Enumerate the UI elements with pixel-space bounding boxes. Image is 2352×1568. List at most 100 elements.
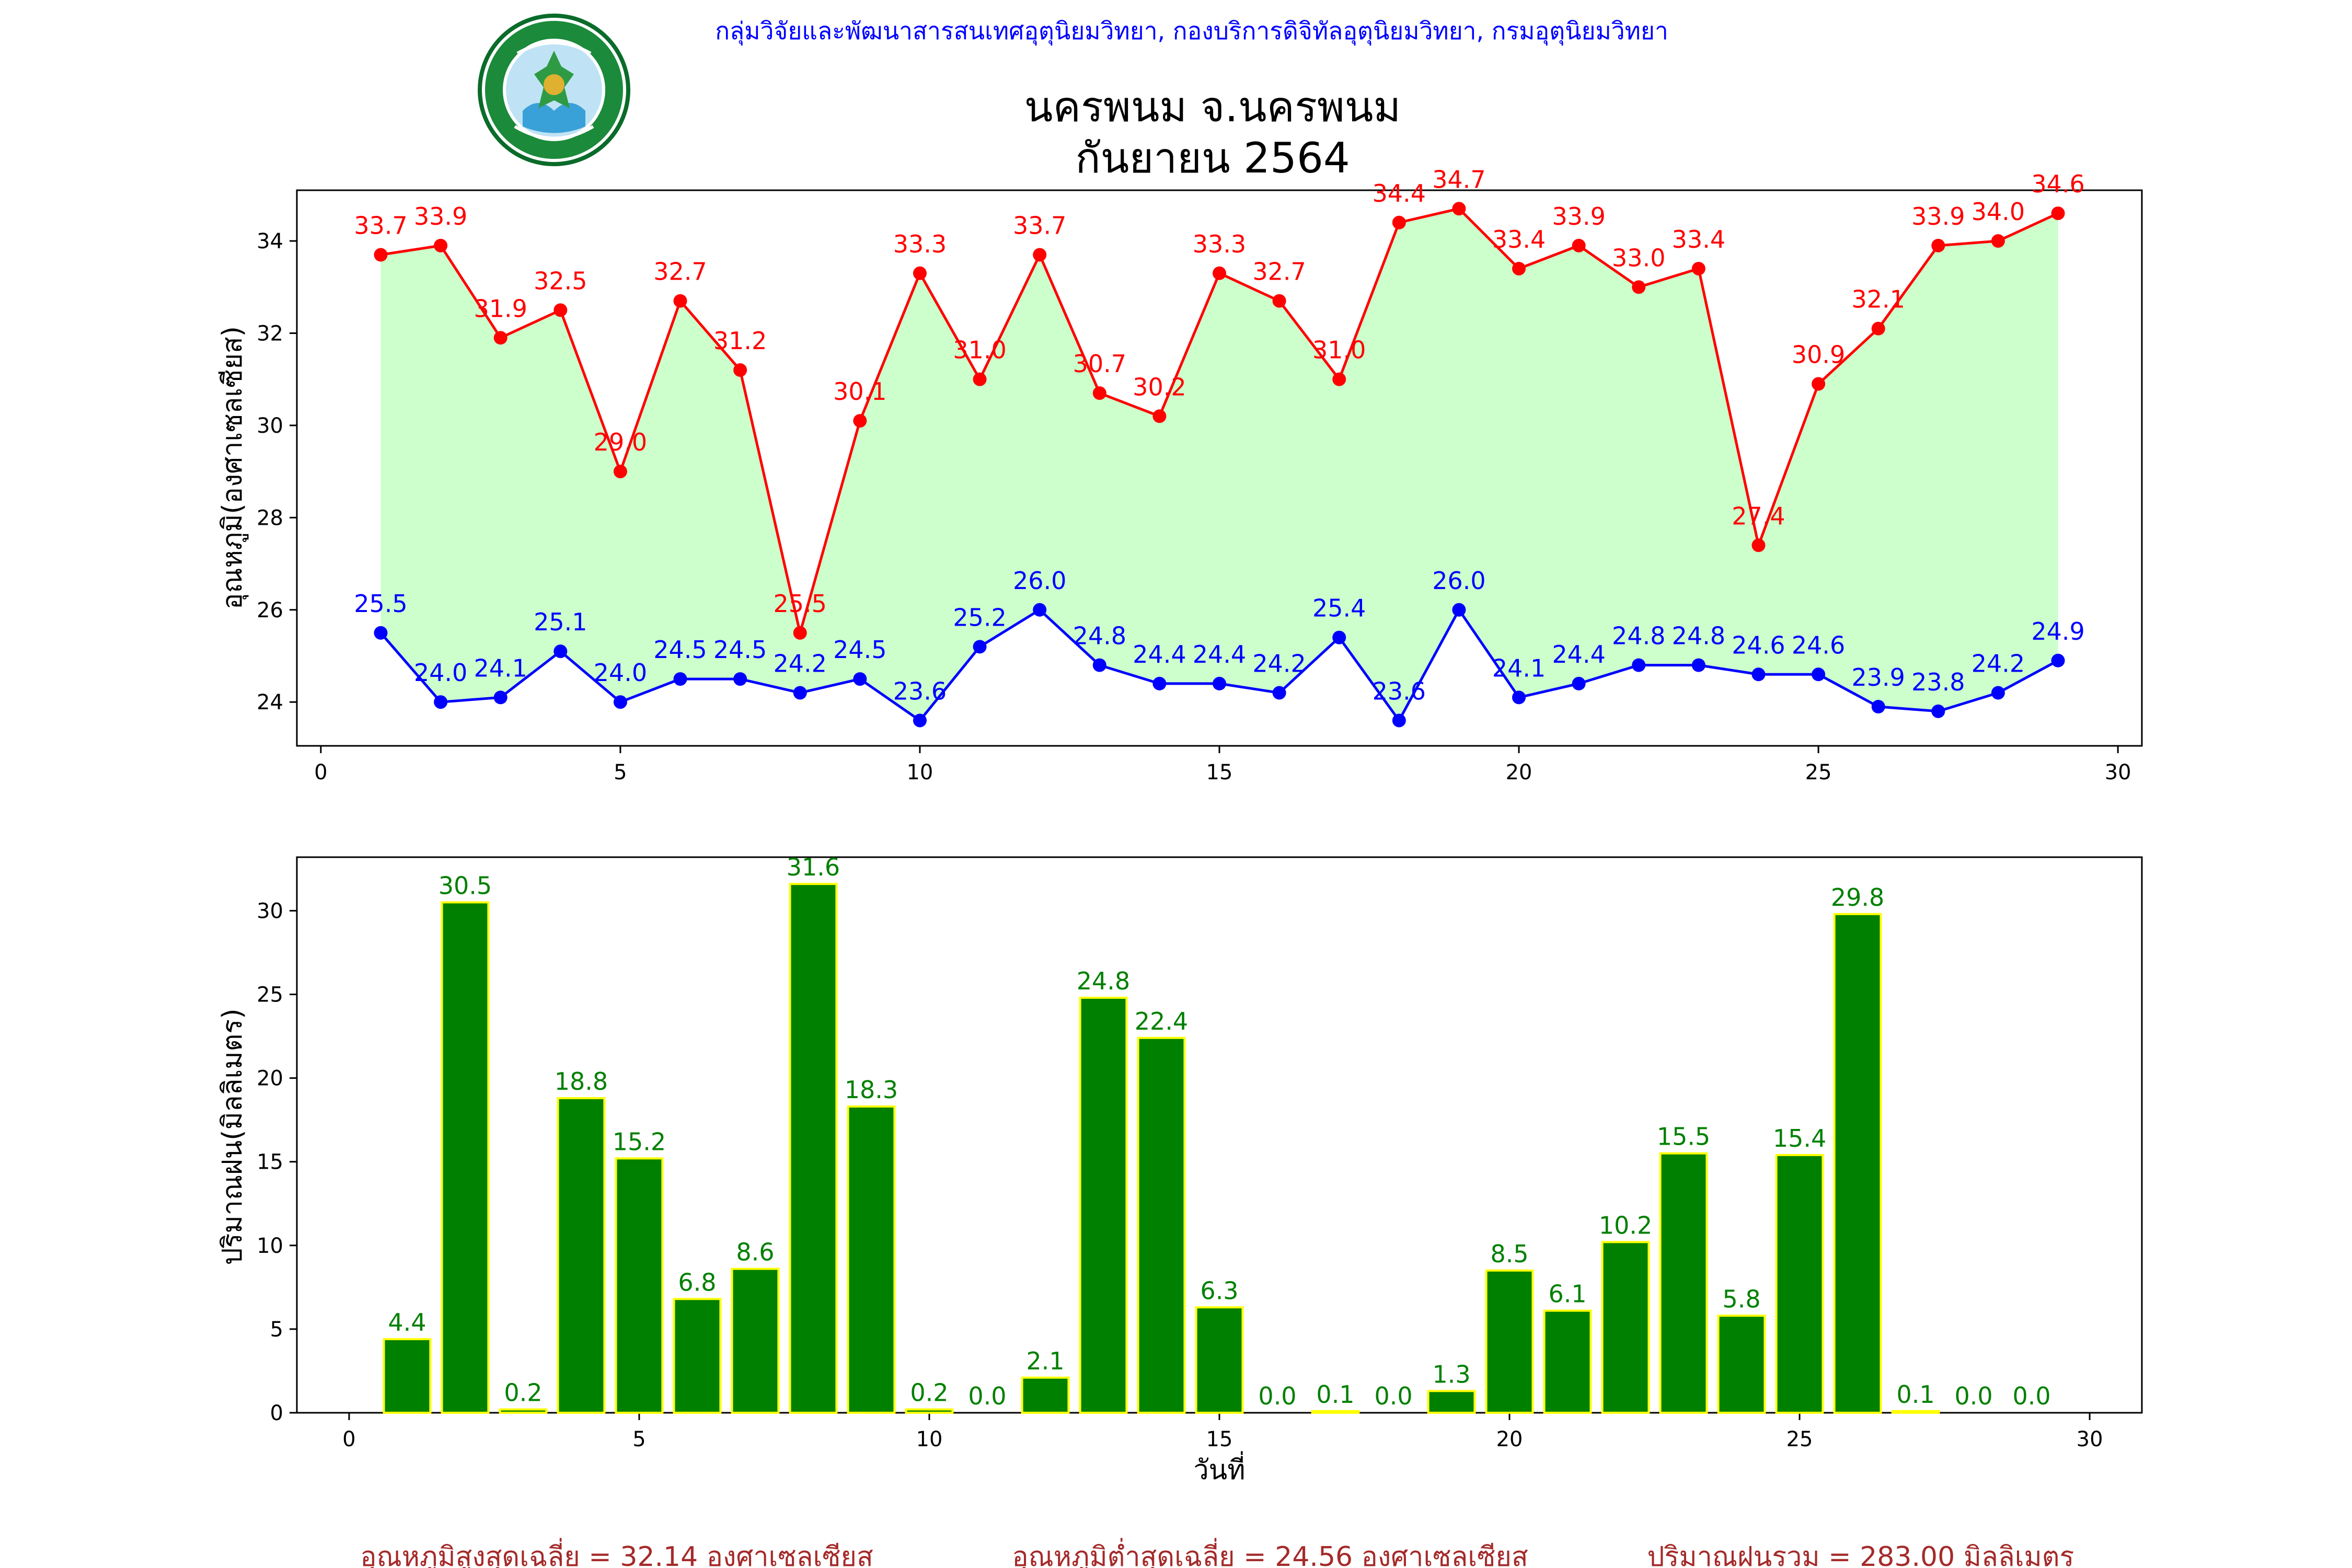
tmax-data-label: 33.9 <box>1911 202 1965 230</box>
tmin-point <box>434 695 448 709</box>
tmax-data-label: 30.9 <box>1792 341 1845 369</box>
tmax-data-label: 33.4 <box>1672 225 1725 253</box>
tmax-data-label: 33.0 <box>1612 244 1665 272</box>
temperature-x-tick-label: 10 <box>906 760 933 785</box>
tmin-data-label: 25.4 <box>1312 594 1366 622</box>
tmin-point <box>1931 704 1945 718</box>
tmax-point <box>733 363 747 377</box>
rainfall-bar <box>1891 1410 1940 1414</box>
rainfall-bar <box>1311 1410 1360 1414</box>
tmin-point <box>793 686 807 700</box>
tmin-point <box>374 626 388 640</box>
tmin-data-label: 24.4 <box>1193 640 1246 668</box>
rainfall-y-tick-label: 0 <box>270 1401 283 1425</box>
temperature-range-fill <box>381 209 2058 721</box>
tmin-data-label: 24.2 <box>1971 650 2025 678</box>
tmax-point <box>613 465 627 479</box>
tmax-data-label: 32.5 <box>534 267 587 295</box>
tmin-point <box>493 690 508 705</box>
tmin-data-label: 24.8 <box>1612 622 1665 650</box>
tmin-point <box>1871 700 1885 714</box>
tmax-point <box>1632 280 1646 294</box>
temperature-x-tick-label: 25 <box>1805 760 1832 785</box>
tmax-data-label: 33.7 <box>1013 212 1066 240</box>
tmax-data-label: 33.3 <box>1193 230 1246 258</box>
temperature-y-tick-label: 28 <box>257 506 283 530</box>
rainfall-data-label: 0.0 <box>1374 1382 1412 1410</box>
tmin-data-label: 23.9 <box>1852 663 1905 691</box>
rainfall-data-label: 18.8 <box>555 1067 608 1096</box>
temperature-y-axis-label: อุณหภูมิ(องศาเซลเซียส) <box>217 326 249 609</box>
rainfall-data-label: 0.2 <box>910 1379 948 1407</box>
rainfall-data-label: 24.8 <box>1077 967 1130 995</box>
temperature-x-tick-label: 20 <box>1506 760 1532 785</box>
tmax-data-label: 32.7 <box>653 258 707 286</box>
rainfall-y-tick-label: 15 <box>257 1150 283 1174</box>
temperature-y-tick-label: 26 <box>257 598 283 622</box>
tmin-data-label: 26.0 <box>1013 567 1066 595</box>
tmax-point <box>1812 377 1826 391</box>
tmax-data-label: 31.0 <box>1312 336 1366 364</box>
tmax-point <box>1392 215 1406 229</box>
tmin-point <box>1751 667 1766 682</box>
tmin-data-label: 24.2 <box>774 650 827 678</box>
tmax-point <box>853 414 867 428</box>
temperature-x-tick-label: 15 <box>1206 760 1233 785</box>
tmin-point <box>733 672 747 686</box>
rainfall-data-label: 6.8 <box>678 1268 716 1296</box>
tmax-point <box>493 331 508 345</box>
tmax-data-label: 33.4 <box>1492 225 1546 253</box>
rainfall-bar <box>441 901 490 1414</box>
tmax-data-label: 30.2 <box>1133 373 1186 401</box>
rainfall-bar <box>1195 1306 1244 1414</box>
rainfall-bar <box>1717 1315 1766 1414</box>
rainfall-x-tick-label: 25 <box>1786 1427 1813 1451</box>
tmin-data-label: 24.9 <box>2031 617 2084 645</box>
tmax-data-label: 30.1 <box>833 377 886 406</box>
rainfall-bar <box>1601 1241 1650 1414</box>
tmin-data-label: 26.0 <box>1432 567 1485 595</box>
rainfall-bar <box>1079 996 1128 1414</box>
tmax-point <box>1152 409 1167 423</box>
tmin-point <box>853 672 867 686</box>
tmin-data-label: 24.6 <box>1732 631 1785 659</box>
tmax-data-label: 32.7 <box>1252 258 1306 286</box>
tmin-data-label: 24.0 <box>414 659 467 687</box>
rainfall-x-tick-label: 0 <box>342 1427 355 1451</box>
tmin-data-label: 24.8 <box>1073 622 1126 650</box>
tmax-data-label: 34.7 <box>1432 165 1485 193</box>
rainfall-x-tick-label: 20 <box>1496 1427 1523 1451</box>
rainfall-data-label: 0.0 <box>2013 1382 2051 1410</box>
rainfall-bar <box>1427 1390 1476 1414</box>
rainfall-bar <box>615 1157 664 1414</box>
tmax-data-label: 33.9 <box>1552 202 1605 230</box>
tmin-data-label: 24.5 <box>833 636 886 664</box>
rainfall-data-label: 31.6 <box>787 853 840 881</box>
rainfall-bar <box>557 1097 606 1414</box>
chart-title-month: กันยายน 2564 <box>1075 134 1350 182</box>
tmax-point <box>434 238 448 252</box>
tmin-point <box>1213 676 1226 690</box>
tmin-point <box>554 644 568 659</box>
rainfall-bar <box>905 1408 954 1414</box>
rainfall-y-tick-label: 20 <box>257 1067 283 1091</box>
tmin-point <box>1272 686 1286 700</box>
tmin-data-label: 24.2 <box>1252 650 1306 678</box>
tmax-point <box>1272 294 1286 308</box>
temperature-y-tick-label: 34 <box>257 229 283 253</box>
tmin-point <box>1572 676 1586 690</box>
tmax-data-label: 31.2 <box>713 327 767 355</box>
rainfall-data-label: 6.1 <box>1548 1280 1586 1308</box>
tmin-point <box>1033 603 1047 617</box>
tmin-point <box>613 695 627 709</box>
tmax-point <box>1931 238 1945 252</box>
tmax-data-label: 34.6 <box>2031 170 2084 198</box>
tmax-point <box>1991 234 2005 248</box>
tmin-point <box>1632 658 1646 672</box>
rainfall-y-axis-label: ปริมาณฝน(มิลลิเมตร) <box>217 1008 248 1265</box>
summary-rain-total: ปริมาณฝนรวม = 283.00 มิลลิเมตร <box>1647 1541 2074 1568</box>
tmin-point <box>1452 603 1466 617</box>
tmax-data-label: 32.1 <box>1852 285 1905 314</box>
tmin-data-label: 24.6 <box>1792 631 1845 659</box>
tmin-data-label: 24.5 <box>713 636 767 664</box>
